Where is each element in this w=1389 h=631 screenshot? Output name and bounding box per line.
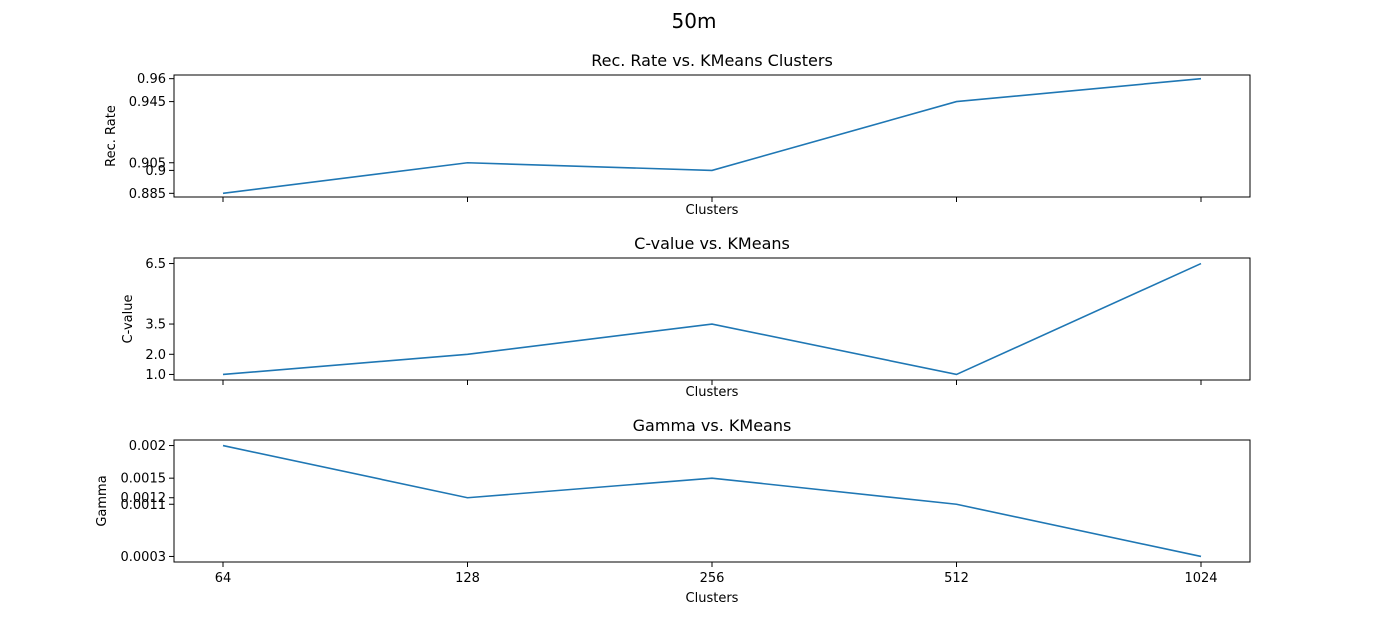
y-axis: 0.885 0.90.905 0.945 0.96 (129, 72, 174, 202)
y-tick-label: 6.5 (145, 257, 166, 272)
y-axis-label: Gamma (95, 475, 110, 526)
y-tick-label: 0.0003 (121, 550, 167, 565)
y-tick-label: 2.0 (145, 348, 166, 363)
y-tick-label: 0.905 (129, 156, 166, 171)
y-tick-label: 1.0 (145, 368, 166, 383)
x-axis: 64 128 256 512 1024 (215, 562, 1218, 586)
x-tick-label: 128 (455, 571, 480, 586)
x-tick-label: 64 (215, 571, 232, 586)
x-tick-label: 512 (944, 571, 969, 586)
subplot-title: Rec. Rate vs. KMeans Clusters (591, 51, 833, 70)
subplot-c-value: C-value vs. KMeans 1.0 2.0 3.5 6.5 Clusters… (121, 234, 1251, 400)
x-axis-label: Clusters (686, 591, 739, 606)
y-tick-label: 0.002 (129, 439, 166, 454)
series-line (222, 262, 1202, 376)
x-axis (222, 197, 1202, 202)
subplot-title: C-value vs. KMeans (634, 234, 790, 253)
x-axis-label: Clusters (686, 385, 739, 400)
plot-frame (173, 439, 1251, 563)
y-axis: 1.0 2.0 3.5 6.5 (145, 257, 174, 383)
figure-title: 50m (672, 9, 717, 33)
series-line (222, 77, 1202, 195)
y-axis-label: C-value (121, 295, 136, 344)
y-tick-label: 0.0011 (121, 498, 167, 513)
plot-frame (173, 257, 1251, 381)
y-tick-label: 3.5 (145, 318, 166, 333)
x-tick-label: 256 (700, 571, 725, 586)
x-axis (222, 380, 1202, 385)
x-axis-label: Clusters (686, 203, 739, 218)
x-tick-label: 1024 (1184, 571, 1217, 586)
y-axis-label: Rec. Rate (104, 105, 119, 167)
y-tick-label: 0.96 (137, 72, 166, 87)
subplot-title: Gamma vs. KMeans (633, 416, 792, 435)
subplot-rec-rate: Rec. Rate vs. KMeans Clusters 0.8850.90.… (104, 51, 1251, 218)
series-line (222, 444, 1202, 558)
y-tick-label: 0.945 (129, 95, 166, 110)
y-tick-label: 0.0015 (121, 472, 167, 487)
y-tick-label: 0.0012 (121, 491, 167, 506)
y-tick-label: 0.9 (145, 164, 166, 179)
y-tick-label: 0.885 (129, 187, 166, 202)
